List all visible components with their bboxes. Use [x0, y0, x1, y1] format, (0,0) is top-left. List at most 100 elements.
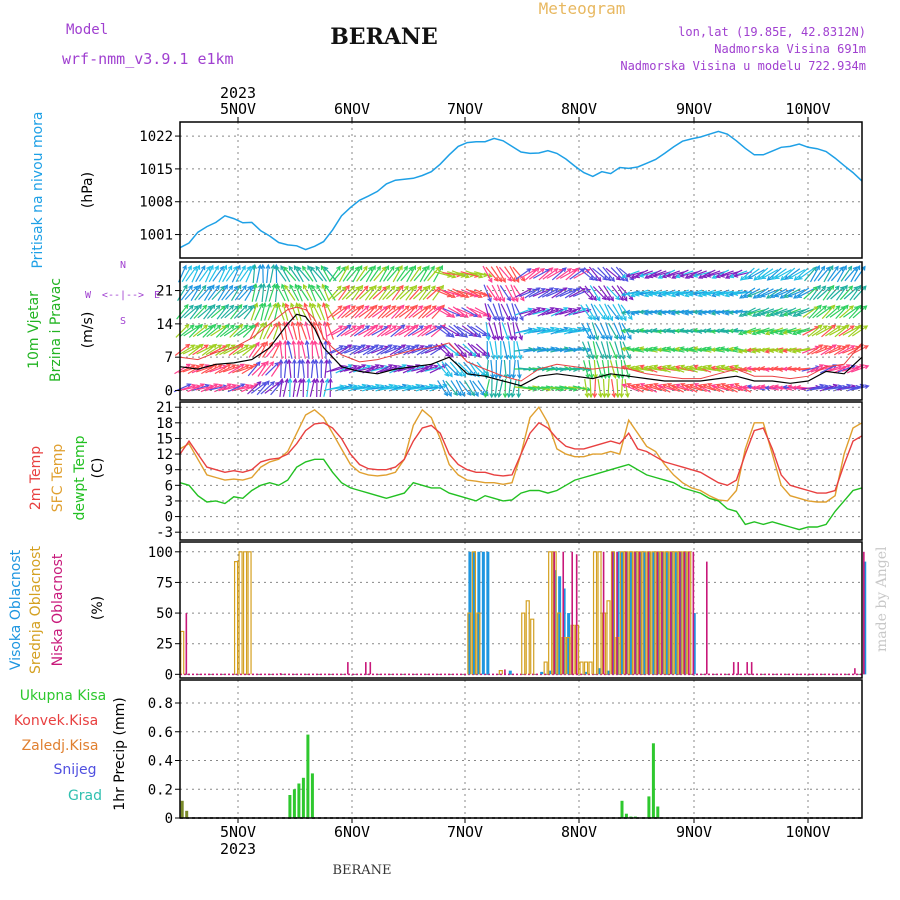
wind-arrow-head	[364, 305, 370, 311]
wind-arrow	[417, 304, 432, 320]
wind-arrow-head	[675, 383, 681, 389]
wind-arrow	[554, 308, 573, 316]
wind-arrow	[822, 285, 835, 301]
wind-arrow-head	[746, 384, 752, 390]
wind-arrow-head	[643, 347, 649, 353]
wind-arrow-head	[626, 383, 632, 388]
wind-arrow-head	[693, 383, 699, 388]
wind-arrow	[604, 303, 613, 321]
wind-arrow-head	[627, 334, 632, 340]
wind-arrow	[568, 328, 586, 334]
wind-arrow-head	[450, 293, 457, 298]
wind-gust-line	[179, 306, 863, 382]
wind-arrow	[406, 265, 416, 283]
wind-arrow	[182, 365, 200, 373]
wind-arrow	[198, 266, 211, 282]
wind-arrow-head	[240, 383, 246, 388]
wind-arrow	[193, 305, 207, 319]
wind-arrow-head	[719, 309, 725, 315]
wind-arrow	[843, 306, 859, 318]
wind-arrow-head	[643, 310, 649, 316]
wind-arrow-head	[327, 377, 333, 383]
wind-arrow	[499, 322, 503, 340]
wind-arrow-head	[508, 335, 514, 341]
wind-arrow	[757, 288, 774, 298]
wind-arrow	[811, 345, 828, 355]
wind-arrow-head	[414, 344, 420, 349]
wind-arrow-head	[782, 330, 788, 335]
wind-arrow	[707, 271, 726, 277]
wind-arrow-head	[540, 268, 546, 273]
wind-arrow	[470, 325, 487, 337]
wind-arrow-head	[464, 273, 470, 279]
wind-arrow	[297, 266, 310, 282]
wind-arrow	[353, 345, 370, 355]
wind-arrow	[391, 285, 404, 301]
wind-arrow	[631, 384, 649, 392]
wind-arrow	[424, 346, 443, 354]
wind-arrow	[611, 379, 615, 397]
wind-arrow-head	[842, 264, 847, 271]
wind-arrow	[323, 266, 337, 282]
wind-arrow-head	[710, 310, 716, 316]
wind-arrow-head	[629, 365, 636, 371]
wind-arrow	[357, 366, 376, 372]
wind-arrow-head	[561, 267, 567, 273]
wind-arrow-head	[728, 346, 734, 352]
wind-arrow	[326, 325, 343, 337]
wind-arrow-head	[196, 284, 201, 290]
wind-arrow-head	[506, 392, 512, 399]
wind-arrow-head	[661, 310, 667, 316]
wind-arrow-head	[862, 305, 868, 310]
wind-arrow-head	[626, 354, 631, 360]
wind-arrow-head	[345, 304, 351, 310]
wind-arrow	[761, 269, 779, 279]
wind-arrow-head	[320, 264, 326, 271]
cloud-bar-mid	[651, 551, 656, 675]
wind-arrow-head	[289, 283, 294, 290]
wind-arrow	[607, 359, 610, 379]
wind-arrow	[174, 363, 191, 375]
wind-arrow	[357, 346, 375, 354]
wind-arrow-head	[296, 266, 302, 272]
wind-arrow	[508, 379, 512, 397]
wind-arrow-head	[242, 284, 247, 290]
y-tick-label: 0	[165, 667, 173, 683]
wind-arrow-head	[516, 374, 522, 380]
wind-arrow	[391, 304, 405, 320]
wind-arrow	[355, 285, 369, 301]
wind-arrow	[411, 366, 429, 372]
wind-arrow-head	[431, 285, 436, 291]
y-tick-label: 0	[165, 383, 173, 399]
wind-arrow	[499, 285, 511, 301]
wind-arrow-head	[679, 273, 685, 278]
wind-arrow-head	[278, 358, 284, 364]
wind-arrow-head	[445, 352, 451, 357]
cloud-bar-mid	[471, 551, 476, 675]
wind-arrow	[497, 303, 504, 321]
wind-arrow	[421, 305, 437, 319]
wind-arrow-head	[233, 265, 238, 271]
wind-arrow	[338, 285, 350, 301]
wind-arrow-head	[304, 339, 310, 346]
wind-arrow-head	[372, 284, 377, 290]
cloud-bar-mid	[606, 600, 611, 675]
wind-arrow	[827, 266, 839, 282]
wind-arrow	[494, 341, 498, 359]
wind-arrow	[595, 341, 604, 359]
wind-arrow	[801, 346, 820, 354]
cloud-bar-mid	[476, 612, 481, 675]
wind-arrow-head	[710, 347, 716, 353]
wind-arrow	[493, 322, 500, 340]
wind-arrow	[752, 327, 770, 335]
wind-arrow-head	[768, 348, 775, 354]
wind-arrow-head	[244, 364, 250, 369]
precip-bar	[624, 813, 628, 818]
wind-arrow	[196, 365, 214, 373]
wind-arrow-head	[847, 265, 853, 271]
wind-arrow	[610, 267, 625, 281]
wind-arrow	[261, 361, 274, 377]
wind-arrow	[711, 384, 730, 392]
wind-arrow	[533, 269, 550, 279]
wind-arrow-head	[845, 344, 851, 349]
